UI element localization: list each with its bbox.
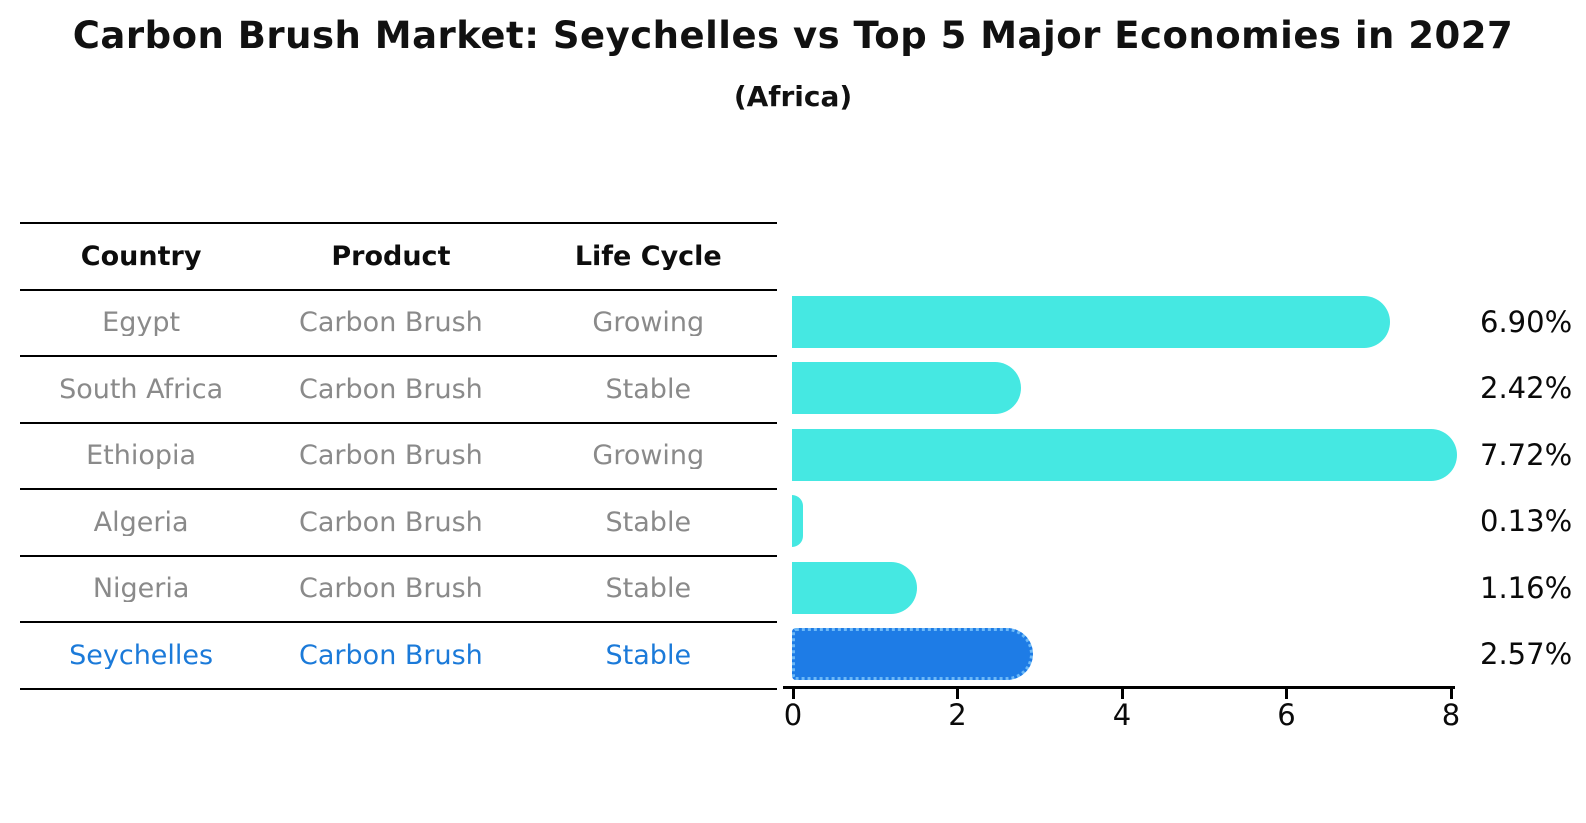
x-axis-tick <box>791 688 795 699</box>
table-cell-product: Carbon Brush <box>299 375 483 403</box>
bar-value-label: 2.42% <box>1480 371 1573 406</box>
x-axis-tick-label: 8 <box>1441 698 1461 732</box>
table-cell-life-cycle: Stable <box>605 641 692 669</box>
column-header-product: Product <box>331 242 451 270</box>
table-row: Egypt Carbon Brush Growing <box>20 291 777 357</box>
chart-title: Carbon Brush Market: Seychelles vs Top 5… <box>72 14 1514 57</box>
table-row: Ethiopia Carbon Brush Growing <box>20 424 777 490</box>
table-cell-life-cycle: Growing <box>592 309 705 337</box>
table-cell-product: Carbon Brush <box>299 575 483 603</box>
x-axis-tick <box>1449 688 1453 699</box>
table-cell-country: Ethiopia <box>86 442 197 470</box>
bar <box>792 428 1457 481</box>
x-axis-tick <box>1120 688 1124 699</box>
table-cell-country: South Africa <box>59 375 224 403</box>
table-row: Nigeria Carbon Brush Stable <box>20 557 777 623</box>
bar-value-label: 1.16% <box>1480 570 1573 605</box>
table-row: Seychelles Carbon Brush Stable <box>20 623 777 690</box>
table-cell-country: Algeria <box>93 508 189 536</box>
table-cell-life-cycle: Stable <box>605 575 692 603</box>
table-cell-product: Carbon Brush <box>299 508 483 536</box>
table-cell-country: Egypt <box>102 309 181 337</box>
table-cell-country: Seychelles <box>69 641 214 669</box>
table-cell-product: Carbon Brush <box>299 442 483 470</box>
table-body: Egypt Carbon Brush Growing South Africa Carb… <box>20 291 777 690</box>
column-header-lifecycle: Life Cycle <box>574 242 722 270</box>
column-header-country: Country <box>80 242 202 270</box>
x-axis-tick-label: 2 <box>948 698 967 732</box>
table-row: Algeria Carbon Brush Stable <box>20 490 777 557</box>
table-cell-product: Carbon Brush <box>299 309 483 337</box>
data-table: Country Product Life Cycle Egypt Carbon B… <box>20 222 777 690</box>
x-axis-tick-label: 6 <box>1277 698 1296 732</box>
bar-value-label: 7.72% <box>1480 437 1573 472</box>
table-header-row: Country Product Life Cycle <box>20 224 777 291</box>
x-axis-tick-label: 0 <box>783 698 803 732</box>
bar <box>792 495 803 547</box>
bar-value-label: 0.13% <box>1480 504 1573 539</box>
x-axis-tick <box>1285 688 1288 699</box>
bar <box>792 295 1390 348</box>
bar-value-label: 6.90% <box>1480 304 1573 339</box>
table-cell-country: Nigeria <box>92 575 190 603</box>
table-cell-life-cycle: Stable <box>605 375 692 403</box>
bar <box>792 561 917 614</box>
x-axis-line <box>783 686 1455 689</box>
bar-seychelles-highlight <box>792 628 1033 680</box>
table-cell-product: Carbon Brush <box>299 641 483 669</box>
bar-value-label: 2.57% <box>1480 637 1573 672</box>
x-axis-tick-label: 4 <box>1112 698 1132 732</box>
table-cell-life-cycle: Growing <box>592 442 705 470</box>
x-axis-tick <box>956 688 959 699</box>
bar <box>792 362 1021 414</box>
table-cell-life-cycle: Stable <box>605 508 692 536</box>
table-row: South Africa Carbon Brush Stable <box>20 357 777 424</box>
chart-subtitle: (Africa) <box>733 80 853 113</box>
